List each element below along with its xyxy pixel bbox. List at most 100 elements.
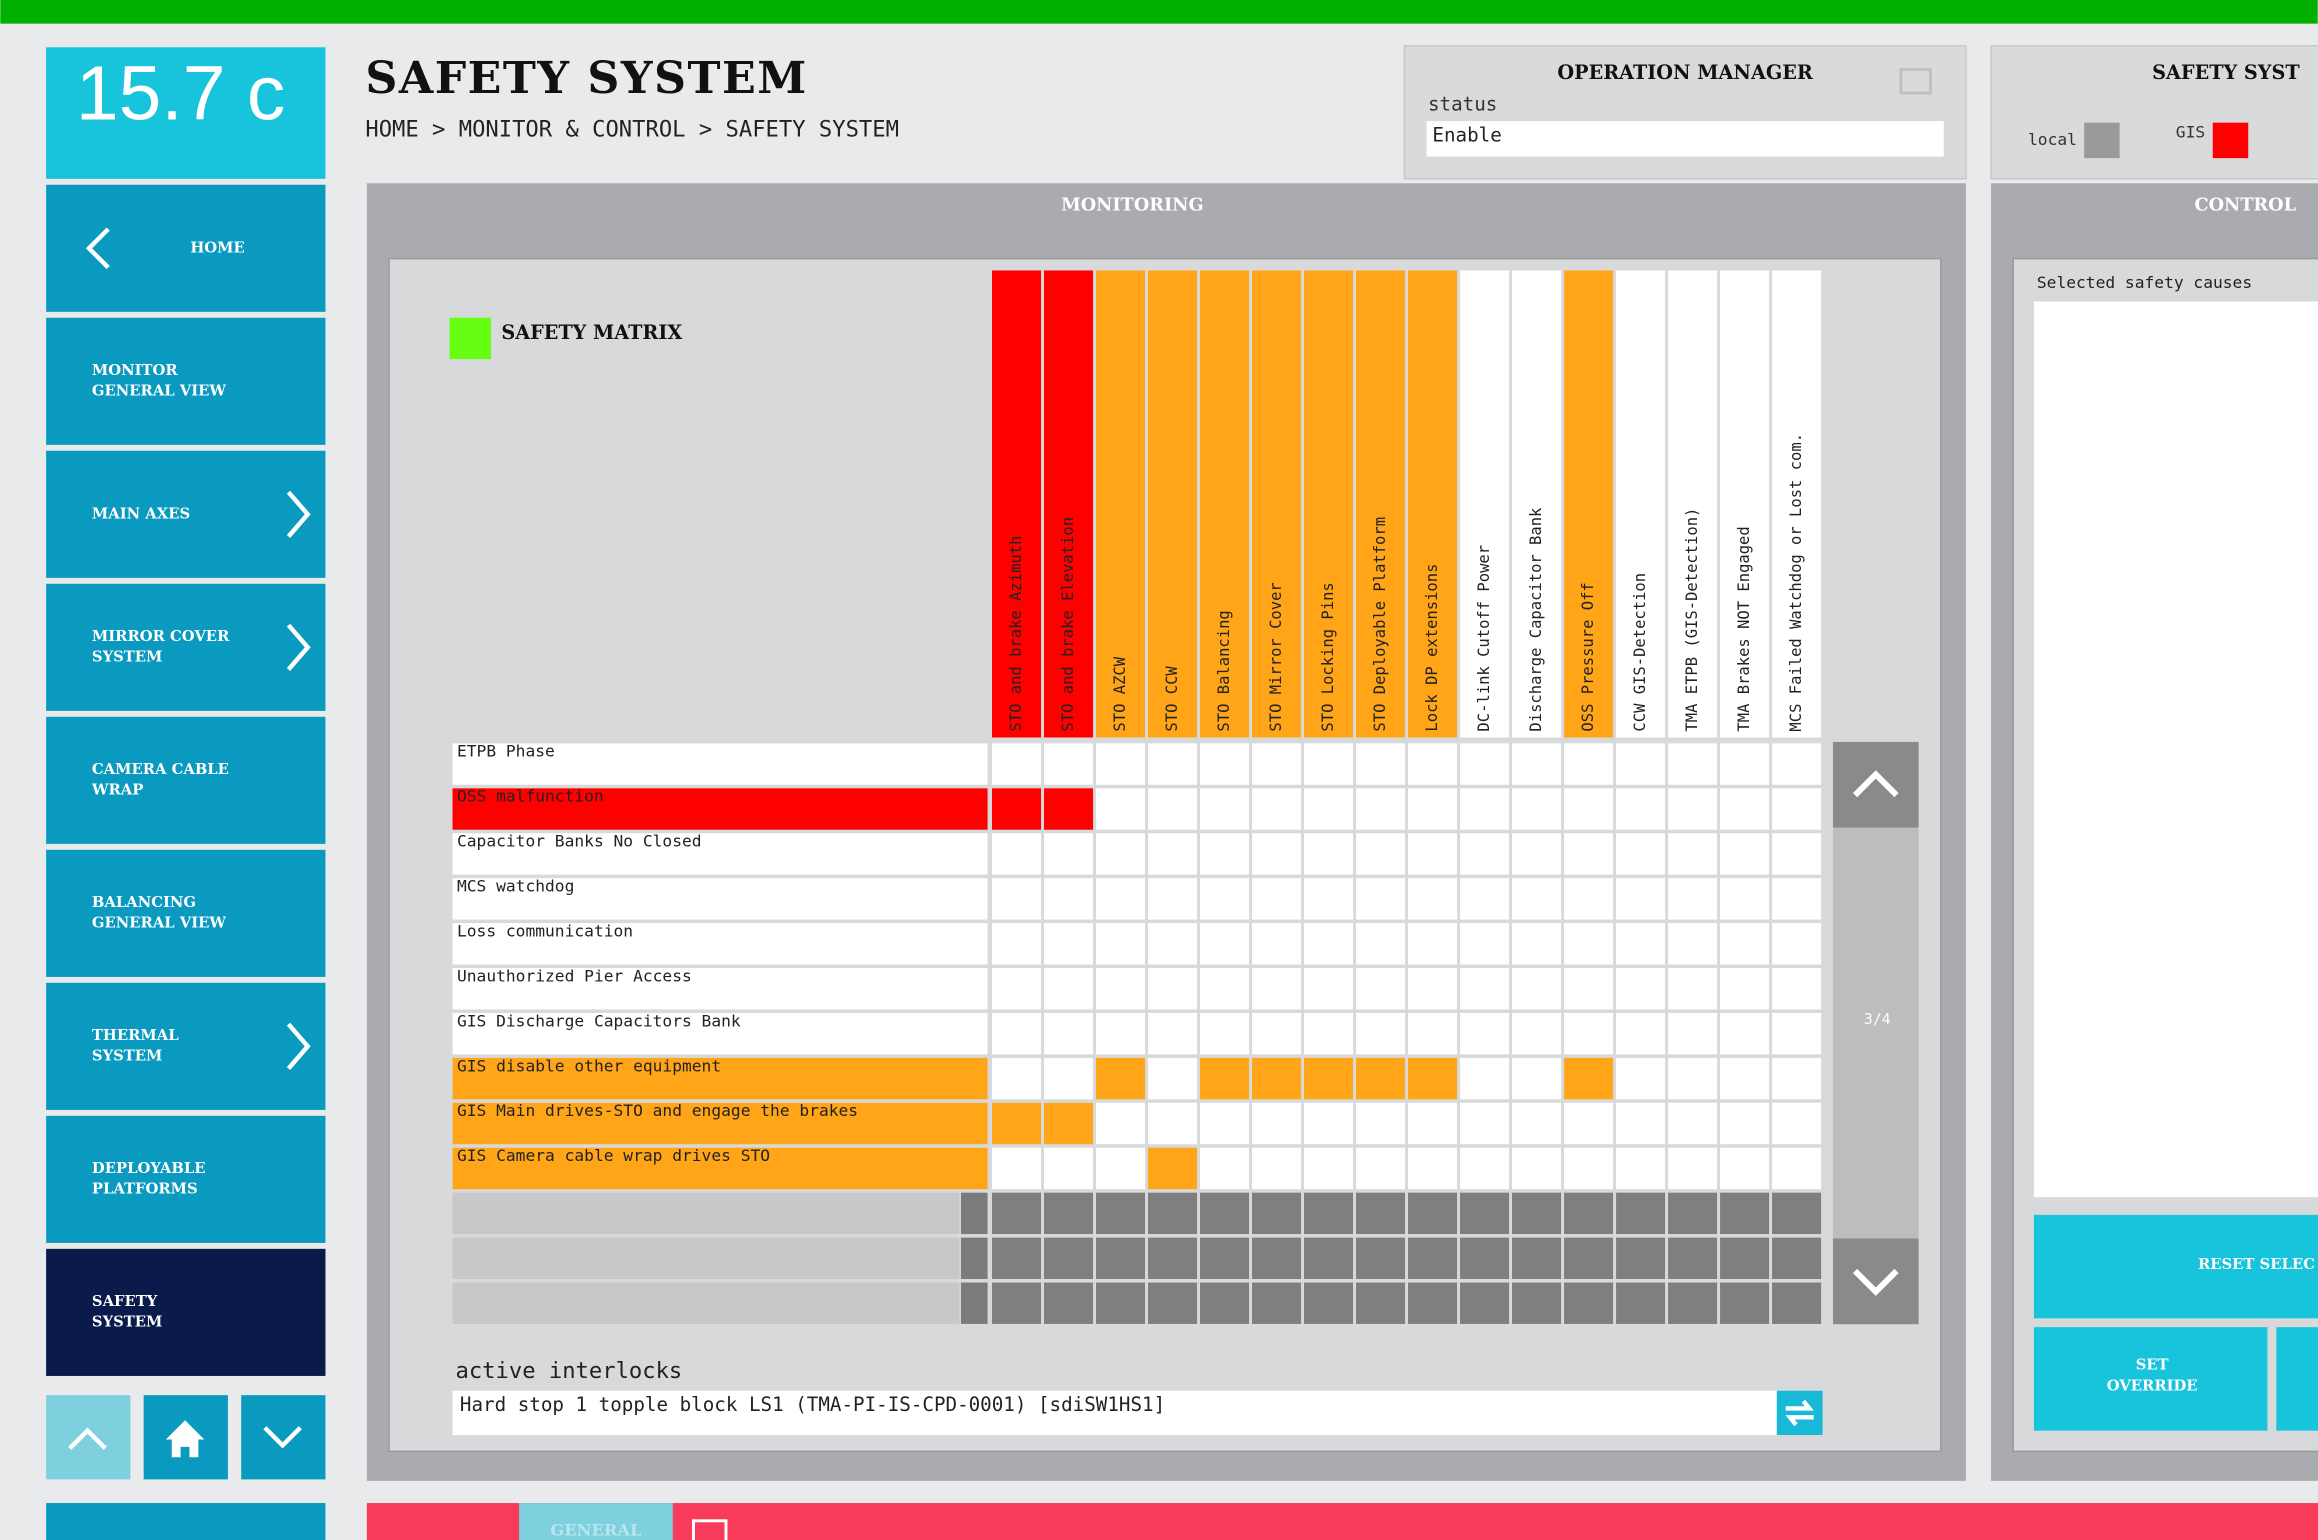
- matrix-cell: [1668, 878, 1718, 920]
- matrix-cell: [1564, 923, 1614, 965]
- operation-manager-title: OPERATION MANAGER: [1557, 61, 1813, 84]
- refresh-button[interactable]: [1776, 1390, 1823, 1436]
- matrix-cell: [1200, 1012, 1250, 1055]
- matrix-cell: [1252, 878, 1302, 920]
- row-header: [452, 833, 988, 875]
- column-header: [1616, 270, 1666, 738]
- matrix-cell: [1460, 788, 1510, 830]
- empty-cell: [1408, 1192, 1458, 1235]
- matrix-cell: [991, 1147, 1042, 1190]
- matrix-cell: [1512, 968, 1562, 1010]
- matrix-cell: [1252, 1012, 1302, 1055]
- column-header: [1096, 270, 1146, 738]
- matrix-cell: [1668, 923, 1718, 965]
- nav-label: MIRROR COVER: [92, 628, 230, 645]
- nav-label: CAMERA CABLE: [92, 761, 229, 778]
- empty-cell: [1668, 1192, 1718, 1235]
- matrix-cell: [1096, 1147, 1146, 1190]
- matrix-cell: [1564, 1147, 1614, 1190]
- monitoring-title: MONITORING: [1061, 194, 1204, 215]
- extra-button[interactable]: [2276, 1327, 2318, 1431]
- nav-arrow: [286, 1022, 311, 1070]
- matrix-cell: [1096, 923, 1146, 965]
- matrix-cell: [991, 878, 1042, 920]
- column-header: [1772, 270, 1822, 738]
- up-icon: [68, 1427, 107, 1450]
- empty-cell: [1252, 1192, 1302, 1235]
- scroll-down-button[interactable]: [241, 1395, 326, 1480]
- nav-item[interactable]: [46, 184, 326, 312]
- matrix-cell: [1304, 833, 1354, 875]
- page-up-icon: [1853, 770, 1899, 798]
- matrix-cell: [1043, 743, 1094, 785]
- matrix-cell: [1304, 878, 1354, 920]
- matrix-cell: [1616, 968, 1666, 1010]
- empty-cell: [1148, 1282, 1198, 1324]
- matrix-cell: [1356, 1147, 1406, 1190]
- matrix-cell: [1720, 833, 1770, 875]
- matrix-cell: [1252, 968, 1302, 1010]
- matrix-cell: [1720, 923, 1770, 965]
- nav-item[interactable]: [46, 849, 326, 977]
- column-label: STO AZCW: [1111, 656, 1129, 731]
- matrix-cell: [1564, 968, 1614, 1010]
- nav-item[interactable]: [46, 450, 326, 578]
- column-label: DC-link Cutoff Power: [1475, 545, 1493, 732]
- nav-item[interactable]: [46, 583, 326, 711]
- empty-cell: [1304, 1282, 1354, 1324]
- breadcrumb: HOME > MONITOR & CONTROL > SAFETY SYSTEM: [365, 117, 899, 143]
- temperature: 15.7 c: [76, 50, 285, 136]
- nav-item[interactable]: [46, 982, 326, 1110]
- matrix-cell: [1096, 833, 1146, 875]
- matrix-cell: [1668, 1102, 1718, 1145]
- matrix-cell: [1096, 1057, 1146, 1100]
- matrix-page-down[interactable]: [1832, 1238, 1919, 1325]
- empty-cell: [1772, 1237, 1822, 1279]
- row-label: GIS disable other equipment: [457, 1056, 721, 1075]
- matrix-cell: [1200, 923, 1250, 965]
- matrix-cell: [1304, 1102, 1354, 1145]
- down-icon: [263, 1426, 302, 1449]
- matrix-page-up[interactable]: [1832, 741, 1919, 828]
- top-bar: [0, 0, 2318, 24]
- matrix-indicator: [449, 317, 491, 360]
- empty-cell: [1043, 1282, 1094, 1324]
- matrix-cell: [1304, 968, 1354, 1010]
- matrix-cell: [1408, 923, 1458, 965]
- nav-extra: [46, 1503, 326, 1540]
- footer-icon[interactable]: [691, 1519, 728, 1540]
- matrix-cell: [1512, 743, 1562, 785]
- matrix-cell: [1720, 1147, 1770, 1190]
- scroll-up-button[interactable]: [46, 1395, 131, 1480]
- matrix-cell: [1096, 878, 1146, 920]
- column-header: [1200, 270, 1250, 738]
- matrix-cell: [1200, 788, 1250, 830]
- empty-cell: [1200, 1237, 1250, 1279]
- empty-cell: [1512, 1237, 1562, 1279]
- matrix-cell: [1356, 878, 1406, 920]
- empty-cell: [991, 1237, 1042, 1279]
- nav-label: MAIN AXES: [92, 505, 190, 522]
- override-button[interactable]: [2033, 1327, 2268, 1431]
- footer-tab[interactable]: [519, 1503, 673, 1540]
- empty-cell: [1408, 1237, 1458, 1279]
- pointer-icon[interactable]: [1899, 67, 1932, 95]
- matrix-cell: [1564, 878, 1614, 920]
- nav-item[interactable]: [46, 1248, 326, 1376]
- matrix-cell: [1512, 1057, 1562, 1100]
- empty-cell: [1252, 1282, 1302, 1324]
- status-value: Enable: [1432, 123, 1501, 146]
- empty-cell: [1772, 1192, 1822, 1235]
- nav-item[interactable]: [46, 1115, 326, 1243]
- matrix-cell: [1304, 1012, 1354, 1055]
- nav-item[interactable]: [46, 317, 326, 445]
- reset-button[interactable]: [2033, 1214, 2318, 1319]
- matrix-cell: [1043, 1102, 1094, 1145]
- matrix-cell: [1096, 788, 1146, 830]
- column-header: [1512, 270, 1562, 738]
- nav-item[interactable]: [46, 716, 326, 844]
- column-header: [1564, 270, 1614, 738]
- matrix-cell: [1200, 1147, 1250, 1190]
- matrix-cell: [1408, 1057, 1458, 1100]
